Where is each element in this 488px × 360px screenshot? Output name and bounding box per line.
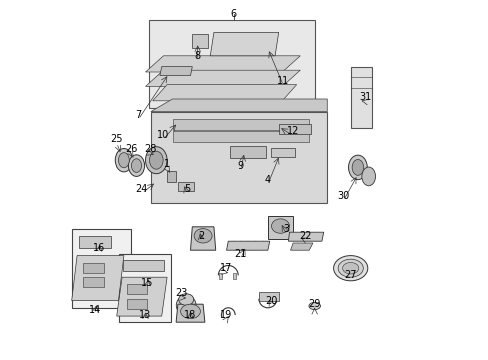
Ellipse shape <box>145 147 167 174</box>
Polygon shape <box>145 56 300 72</box>
Ellipse shape <box>361 167 375 186</box>
Ellipse shape <box>115 149 132 172</box>
Bar <box>72 229 131 308</box>
Ellipse shape <box>178 294 193 305</box>
Bar <box>271 148 294 157</box>
Text: 26: 26 <box>124 144 137 154</box>
Bar <box>79 236 111 248</box>
Text: 29: 29 <box>308 299 320 309</box>
Text: 17: 17 <box>220 263 232 273</box>
Ellipse shape <box>337 259 363 277</box>
Bar <box>82 263 104 273</box>
Text: 16: 16 <box>92 243 104 253</box>
Ellipse shape <box>194 229 212 243</box>
Text: 6: 6 <box>230 9 236 19</box>
Bar <box>172 119 309 130</box>
Text: 3: 3 <box>282 224 288 234</box>
Bar <box>232 273 236 279</box>
Bar <box>178 182 194 191</box>
Bar <box>122 260 164 271</box>
Ellipse shape <box>308 302 320 310</box>
Polygon shape <box>190 227 215 250</box>
Bar <box>82 277 104 287</box>
Text: 13: 13 <box>139 310 151 320</box>
Ellipse shape <box>351 159 363 175</box>
Bar <box>218 273 222 279</box>
Polygon shape <box>160 67 192 76</box>
Polygon shape <box>145 70 300 86</box>
Text: 1: 1 <box>163 159 170 169</box>
Bar <box>278 124 310 134</box>
Bar <box>172 131 309 142</box>
Polygon shape <box>290 243 312 250</box>
Text: 19: 19 <box>220 310 232 320</box>
Polygon shape <box>152 85 296 101</box>
Text: 30: 30 <box>337 191 349 201</box>
Polygon shape <box>226 241 269 250</box>
Text: 14: 14 <box>89 305 101 315</box>
Polygon shape <box>117 277 167 316</box>
Text: 9: 9 <box>237 161 244 171</box>
Text: 15: 15 <box>141 278 153 288</box>
Text: 7: 7 <box>135 110 141 120</box>
Text: 5: 5 <box>183 184 190 194</box>
Text: 10: 10 <box>157 130 169 140</box>
Text: 11: 11 <box>277 76 289 86</box>
Text: 23: 23 <box>175 288 187 298</box>
Bar <box>127 284 147 294</box>
Text: 25: 25 <box>110 134 122 144</box>
Ellipse shape <box>333 256 367 281</box>
Text: 12: 12 <box>286 126 299 136</box>
Text: 2: 2 <box>198 231 204 241</box>
Text: 18: 18 <box>184 310 196 320</box>
Text: 22: 22 <box>299 231 311 241</box>
Polygon shape <box>149 20 314 108</box>
Bar <box>350 67 371 128</box>
Text: 8: 8 <box>194 51 201 61</box>
Ellipse shape <box>342 262 358 274</box>
Text: 31: 31 <box>358 92 370 102</box>
Ellipse shape <box>348 155 366 180</box>
Bar <box>118 254 170 322</box>
Text: 4: 4 <box>264 175 270 185</box>
Polygon shape <box>72 256 123 301</box>
Bar <box>192 34 208 48</box>
Bar <box>230 146 265 158</box>
Bar <box>127 299 147 309</box>
Ellipse shape <box>128 155 144 176</box>
Polygon shape <box>267 216 292 239</box>
Ellipse shape <box>149 151 163 169</box>
Bar <box>167 171 176 182</box>
Ellipse shape <box>271 219 289 233</box>
Polygon shape <box>176 304 204 322</box>
Ellipse shape <box>180 304 200 319</box>
Bar <box>258 292 278 301</box>
Text: 24: 24 <box>136 184 148 194</box>
Ellipse shape <box>131 159 141 172</box>
Ellipse shape <box>176 295 196 315</box>
Polygon shape <box>151 112 326 203</box>
Text: 21: 21 <box>234 249 246 259</box>
Text: 20: 20 <box>265 296 277 306</box>
Text: 28: 28 <box>144 144 157 154</box>
Polygon shape <box>151 99 326 112</box>
Ellipse shape <box>118 153 129 168</box>
Polygon shape <box>288 232 323 241</box>
Text: 27: 27 <box>344 270 356 280</box>
Polygon shape <box>210 32 278 56</box>
